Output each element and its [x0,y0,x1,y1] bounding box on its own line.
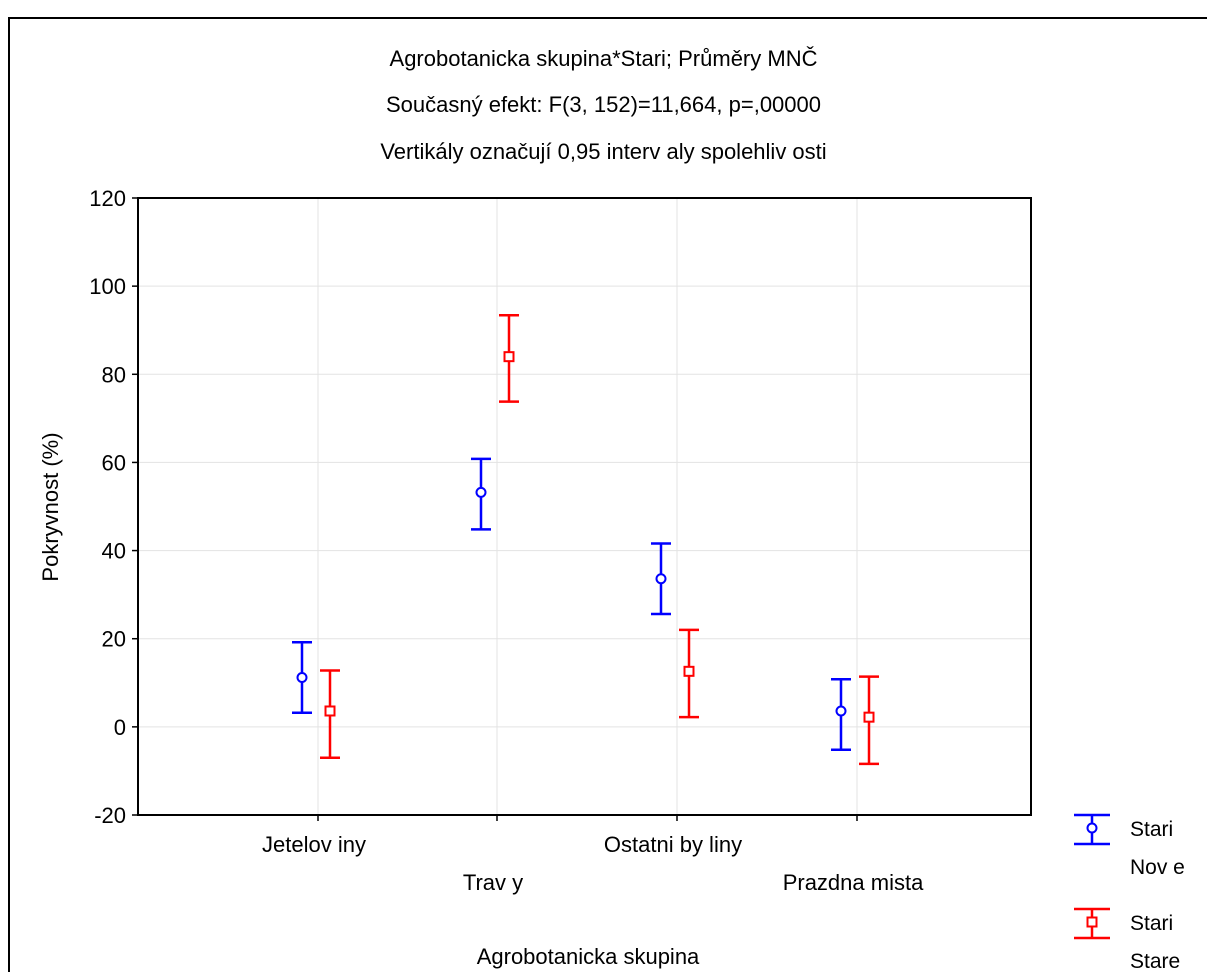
x-tick-label: Ostatni by liny [604,832,742,857]
x-axis-label: Agrobotanicka skupina [477,944,700,969]
data-point [503,351,515,363]
y-tick-label: 20 [102,627,126,652]
data-point [835,705,847,717]
x-tick-label: Jetelov iny [262,832,366,857]
data-point [863,711,875,723]
data-point [655,573,667,585]
chart-note: Vertikály označují 0,95 interv aly spole… [380,139,827,164]
y-axis-label: Pokryvnost (%) [38,432,63,581]
x-tick-label: Trav y [463,870,523,895]
y-tick-label: 80 [102,362,126,387]
legend-header: Stari [1130,818,1173,841]
x-tick-label: Prazdna mista [783,870,924,895]
y-tick-label: 120 [89,186,126,211]
legend-marker [1086,822,1098,834]
chart-subtitle: Současný efekt: F(3, 152)=11,664, p=,000… [385,92,821,117]
data-point [296,671,308,683]
data-point [324,705,336,717]
y-tick-label: -20 [94,803,126,828]
data-point [475,486,487,498]
legend-label: Nov e [1130,856,1185,879]
plot-area [138,198,1031,815]
y-tick-label: 100 [89,274,126,299]
plot-border [137,197,1032,816]
y-tick-label: 0 [114,715,126,740]
y-tick-label: 40 [102,539,126,564]
legend-marker [1086,916,1098,928]
y-tick-label: 60 [102,450,126,475]
legend-header: Stari [1130,912,1173,935]
legend-label: Stare [1130,950,1180,972]
chart-title: Agrobotanicka skupina*Stari; Průměry MNČ [389,46,818,71]
data-point [683,665,695,677]
figure-frame [8,17,1207,972]
